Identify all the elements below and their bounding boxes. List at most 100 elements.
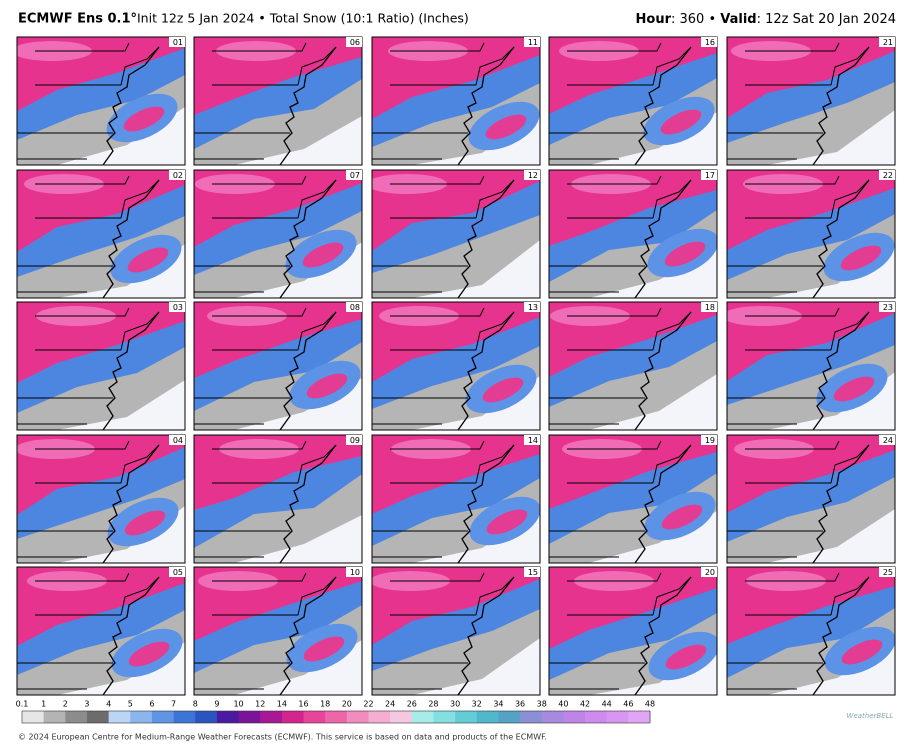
offshore-core — [123, 106, 165, 132]
member-label: 04 — [173, 436, 183, 445]
colorbar-swatch — [585, 711, 608, 723]
member-label: 11 — [528, 38, 538, 47]
valid-info: Hour: 360 • Valid: 12z Sat 20 Jan 2024 — [636, 12, 896, 27]
member-label-box — [879, 302, 895, 312]
state-borders — [727, 572, 870, 690]
coastline — [279, 576, 337, 695]
state-borders — [727, 440, 870, 558]
hour-label: Hour — [636, 12, 672, 27]
state-borders — [194, 572, 337, 690]
offshore-core — [486, 509, 528, 535]
member-label-box — [346, 170, 362, 180]
offshore-core — [303, 636, 345, 662]
offshore-core — [306, 373, 348, 399]
colorbar-swatch — [628, 711, 651, 723]
colorbar-swatch — [498, 711, 521, 723]
member-label: 05 — [173, 568, 183, 577]
state-borders — [194, 175, 337, 293]
colorbar-swatch — [563, 711, 586, 723]
state-borders — [727, 307, 870, 425]
member-label-box — [879, 567, 895, 577]
state-borders — [17, 572, 160, 690]
member-panel: 06 — [193, 36, 363, 166]
coastline — [812, 179, 870, 298]
member-label-box — [879, 37, 895, 47]
member-label-box — [169, 435, 185, 445]
hour-text: : 360 • — [671, 12, 720, 27]
coastline — [812, 311, 870, 430]
coastline — [279, 46, 337, 165]
colorbar-swatch — [260, 711, 283, 723]
panel-border — [193, 566, 363, 696]
state-borders — [17, 307, 160, 425]
panel-border — [193, 169, 363, 299]
member-panel: 07 — [193, 169, 363, 299]
member-label: 08 — [350, 303, 360, 312]
panel-map — [727, 567, 895, 695]
state-borders — [194, 307, 337, 425]
panel-map — [372, 37, 540, 165]
panel-map — [17, 435, 185, 563]
colorbar-label: 30 — [450, 700, 460, 709]
colorbar-label: 36 — [515, 700, 525, 709]
panel-map — [549, 435, 717, 563]
valid-text: : 12z Sat 20 Jan 2024 — [757, 12, 896, 27]
member-panel: 18 — [548, 301, 718, 431]
panel-map — [194, 567, 362, 695]
coastline — [457, 311, 515, 430]
coastline — [102, 179, 160, 298]
offshore-core — [661, 504, 703, 530]
colorbar-label: 4 — [106, 700, 111, 709]
panel-border — [371, 169, 541, 299]
offshore-core — [127, 247, 169, 273]
panel-border — [726, 301, 896, 431]
colorbar-swatch — [216, 711, 240, 723]
coastline — [634, 46, 692, 165]
coastline — [457, 576, 515, 695]
panel-border — [371, 566, 541, 696]
panel-map — [17, 37, 185, 165]
member-panel: 12 — [371, 169, 541, 299]
coastline — [279, 179, 337, 298]
member-label-box — [169, 170, 185, 180]
coastline — [812, 576, 870, 695]
member-label-box — [701, 435, 717, 445]
member-label-box — [701, 37, 717, 47]
coastline — [634, 311, 692, 430]
member-label: 07 — [350, 171, 360, 180]
colorbar-swatch — [368, 711, 391, 723]
state-borders — [549, 307, 692, 425]
member-label-box — [701, 170, 717, 180]
panel-map — [549, 302, 717, 430]
panel-border — [726, 169, 896, 299]
panel-map — [194, 435, 362, 563]
offshore-core — [124, 510, 166, 536]
coastline — [812, 444, 870, 563]
logo: WeatherBELL — [847, 712, 894, 720]
state-borders — [372, 572, 515, 690]
coastline — [812, 46, 870, 165]
coastline — [634, 179, 692, 298]
panel-border — [548, 36, 718, 166]
panel-map — [372, 435, 540, 563]
coastline — [457, 444, 515, 563]
state-borders — [549, 175, 692, 293]
member-label: 14 — [528, 436, 538, 445]
offshore-core — [665, 644, 707, 670]
offshore-core — [660, 109, 702, 135]
valid-label: Valid — [720, 12, 756, 27]
member-label-box — [346, 567, 362, 577]
member-label: 03 — [173, 303, 183, 312]
colorbar-swatch — [433, 711, 456, 723]
colorbar-swatch — [520, 711, 543, 723]
member-label-box — [524, 567, 540, 577]
member-label-box — [879, 435, 895, 445]
panel-border — [726, 36, 896, 166]
panel-border — [16, 434, 186, 564]
colorbar-swatch — [411, 711, 434, 723]
coastline — [634, 444, 692, 563]
colorbar-label: 16 — [298, 700, 308, 709]
colorbar-label: 46 — [623, 700, 633, 709]
